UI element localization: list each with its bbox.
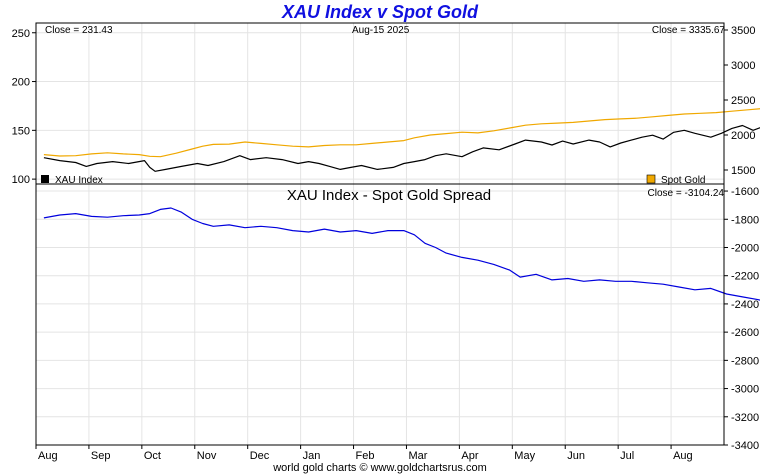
spread-y-tick-label: -3400	[731, 440, 759, 452]
spread-y-tick-label: -2800	[731, 355, 759, 367]
top-panel-grid	[36, 23, 724, 184]
legend-swatch-xau	[41, 175, 49, 183]
x-tick-label: Jun	[567, 450, 585, 462]
chart-title: XAU Index v Spot Gold	[281, 2, 478, 22]
bottom-panel-border	[35, 183, 725, 446]
xau-index-line	[43, 124, 760, 172]
right-y-tick-label: 2500	[731, 95, 755, 107]
right-y-tick-label: 3000	[731, 60, 755, 72]
xau-close-readout: Close = 231.43	[45, 25, 113, 36]
x-tick-label: Nov	[197, 450, 217, 462]
spread-y-tick-label: -2000	[731, 242, 759, 254]
legend-label-gold: Spot Gold	[661, 175, 705, 186]
spread-panel-title: XAU Index - Spot Gold Spread	[287, 187, 491, 204]
top-panel-border	[35, 22, 725, 185]
left-y-tick-label: 150	[12, 125, 30, 137]
spread-y-tick-label: -2400	[731, 299, 759, 311]
x-tick-label: Dec	[250, 450, 270, 462]
x-tick-label: Mar	[408, 450, 427, 462]
spread-y-tick-label: -1600	[731, 186, 759, 198]
x-tick-label: Feb	[356, 450, 375, 462]
legend-label-xau: XAU Index	[55, 175, 103, 186]
right-y-tick-label: 1500	[731, 165, 755, 177]
bottom-panel-grid	[36, 184, 724, 446]
x-tick-label: May	[514, 450, 535, 462]
date-readout: Aug-15 2025	[352, 25, 410, 36]
footer-credit: world gold charts © www.goldchartsrus.co…	[273, 462, 487, 474]
spread-line	[43, 207, 760, 301]
x-tick-label: Sep	[91, 450, 111, 462]
axis-ticks: 250 200 150 100 3500 3000 2500 2000 1500 -1600 -18…	[12, 25, 760, 462]
gold-close-readout: Close = 3335.67	[652, 25, 726, 36]
right-y-tick-label: 3500	[731, 25, 755, 37]
right-y-tick-label: 2000	[731, 130, 755, 142]
x-tick-label: Aug	[673, 450, 693, 462]
spread-y-tick-label: -3200	[731, 412, 759, 424]
spread-close-readout: Close = -3104.24	[648, 188, 725, 199]
panel-frames	[35, 22, 725, 446]
spread-y-tick-label: -3000	[731, 384, 759, 396]
spread-y-tick-label: -2200	[731, 271, 759, 283]
spot-gold-line	[43, 108, 760, 158]
legend-swatch-gold	[646, 174, 656, 184]
left-y-tick-label: 200	[12, 77, 30, 89]
left-y-tick-label: 250	[12, 28, 30, 40]
x-tick-label: Jan	[303, 450, 321, 462]
x-tick-label: Apr	[461, 450, 478, 462]
x-tick-label: Oct	[144, 450, 161, 462]
spread-y-tick-label: -1800	[731, 214, 759, 226]
series-lines	[43, 108, 760, 301]
x-tick-label: Aug	[38, 450, 58, 462]
left-y-tick-label: 100	[12, 174, 30, 186]
x-tick-label: Jul	[620, 450, 634, 462]
spread-y-tick-label: -2600	[731, 327, 759, 339]
